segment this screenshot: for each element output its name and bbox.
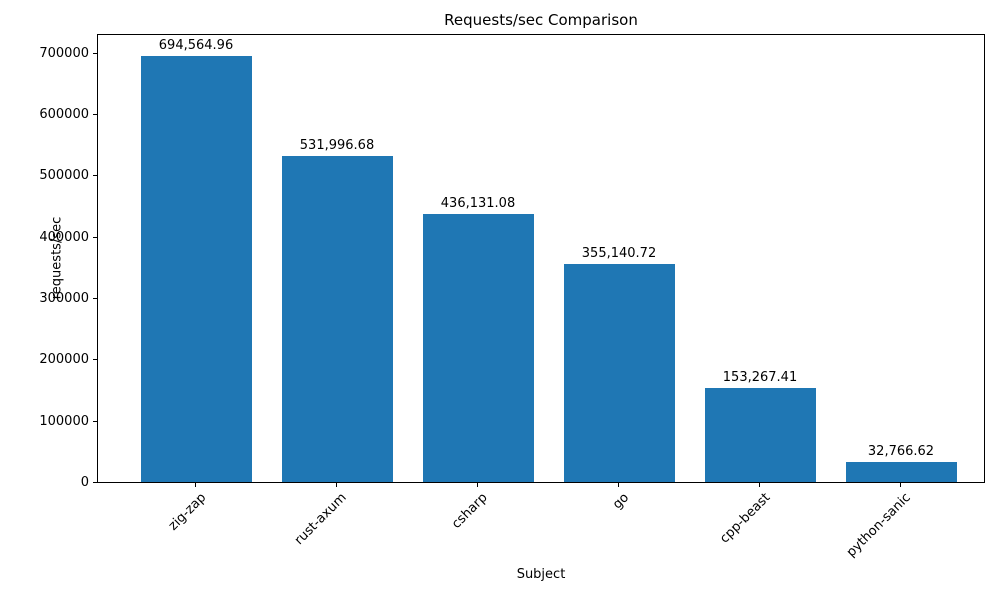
x-tick-mark [336, 483, 337, 487]
x-tick-mark [195, 483, 196, 487]
x-axis-label: Subject [516, 567, 566, 582]
x-tick-label-cpp-beast: cpp-beast [716, 490, 773, 547]
y-tick-mark [93, 175, 97, 176]
y-tick-label: 300000 [39, 291, 89, 306]
x-tick-mark [618, 483, 619, 487]
bar-python-sanic [845, 462, 957, 482]
bar-cpp-beast [704, 388, 816, 482]
bar-zig-zap [140, 56, 252, 482]
x-tick-label-zig-zap: zig-zap [165, 490, 209, 534]
y-tick-label: 700000 [39, 46, 89, 61]
bar-go [563, 264, 675, 482]
y-tick-label: 500000 [39, 168, 89, 183]
y-tick-mark [93, 298, 97, 299]
bar-rust-axum [281, 156, 393, 482]
y-tick-label: 100000 [39, 414, 89, 429]
bar-value-label-python-sanic: 32,766.62 [867, 444, 935, 459]
plot-area: 694,564.96 531,996.68 436,131.08 355,140.72… [97, 34, 985, 483]
y-tick-mark [93, 53, 97, 54]
x-tick-label-go: go [609, 490, 632, 513]
bar-value-label-rust-axum: 531,996.68 [299, 138, 375, 153]
bar-value-label-csharp: 436,131.08 [440, 196, 516, 211]
y-tick-label: 0 [80, 475, 89, 490]
x-tick-label-python-sanic: python-sanic [843, 490, 914, 561]
bar-value-label-cpp-beast: 153,267.41 [722, 370, 798, 385]
bar-csharp [422, 214, 534, 482]
y-tick-mark [93, 421, 97, 422]
y-tick-mark [93, 237, 97, 238]
y-tick-label: 200000 [39, 352, 89, 367]
x-tick-mark [759, 483, 760, 487]
x-tick-mark [900, 483, 901, 487]
y-tick-mark [93, 359, 97, 360]
x-tick-label-csharp: csharp [449, 490, 491, 532]
y-tick-mark [93, 114, 97, 115]
x-tick-label-rust-axum: rust-axum [292, 490, 350, 549]
chart-title: Requests/sec Comparison [444, 11, 638, 29]
bar-value-label-go: 355,140.72 [581, 246, 657, 261]
x-tick-mark [477, 483, 478, 487]
bar-value-label-zig-zap: 694,564.96 [158, 38, 234, 53]
y-tick-mark [93, 482, 97, 483]
y-tick-label: 600000 [39, 107, 89, 122]
y-tick-label: 400000 [39, 230, 89, 245]
